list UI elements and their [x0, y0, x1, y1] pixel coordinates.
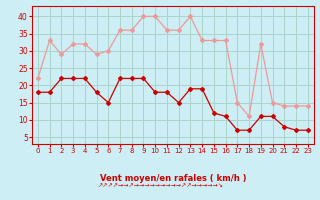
Text: ↗↗↗↗→→↗→→→→→→→→→↗↗→→→→→↘: ↗↗↗↗→→↗→→→→→→→→→↗↗→→→→→↘	[97, 183, 223, 188]
X-axis label: Vent moyen/en rafales ( km/h ): Vent moyen/en rafales ( km/h )	[100, 174, 246, 183]
